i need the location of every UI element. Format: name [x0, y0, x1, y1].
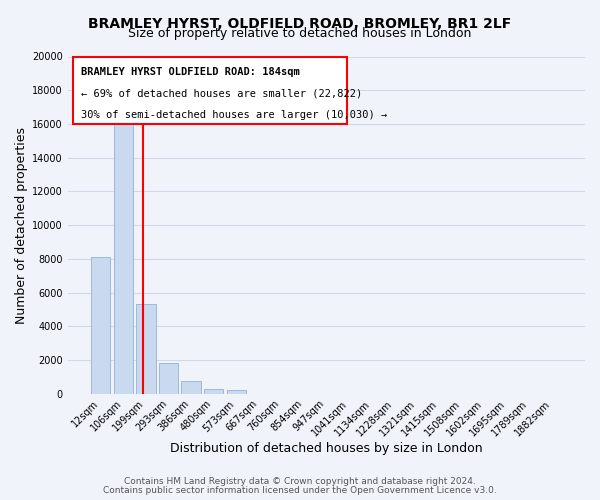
Text: 30% of semi-detached houses are larger (10,030) →: 30% of semi-detached houses are larger (…: [81, 110, 387, 120]
Bar: [204, 388, 223, 394]
Bar: [114, 116, 133, 394]
Bar: [181, 381, 200, 394]
Bar: [136, 304, 155, 394]
Bar: [159, 362, 178, 394]
FancyBboxPatch shape: [73, 56, 347, 124]
Bar: [227, 390, 246, 394]
Text: Size of property relative to detached houses in London: Size of property relative to detached ho…: [128, 28, 472, 40]
Text: BRAMLEY HYRST OLDFIELD ROAD: 184sqm: BRAMLEY HYRST OLDFIELD ROAD: 184sqm: [81, 66, 299, 76]
Bar: [91, 257, 110, 394]
Text: ← 69% of detached houses are smaller (22,822): ← 69% of detached houses are smaller (22…: [81, 88, 362, 99]
X-axis label: Distribution of detached houses by size in London: Distribution of detached houses by size …: [170, 442, 483, 455]
Y-axis label: Number of detached properties: Number of detached properties: [15, 126, 28, 324]
Text: Contains public sector information licensed under the Open Government Licence v3: Contains public sector information licen…: [103, 486, 497, 495]
Text: Contains HM Land Registry data © Crown copyright and database right 2024.: Contains HM Land Registry data © Crown c…: [124, 477, 476, 486]
Text: BRAMLEY HYRST, OLDFIELD ROAD, BROMLEY, BR1 2LF: BRAMLEY HYRST, OLDFIELD ROAD, BROMLEY, B…: [88, 18, 512, 32]
